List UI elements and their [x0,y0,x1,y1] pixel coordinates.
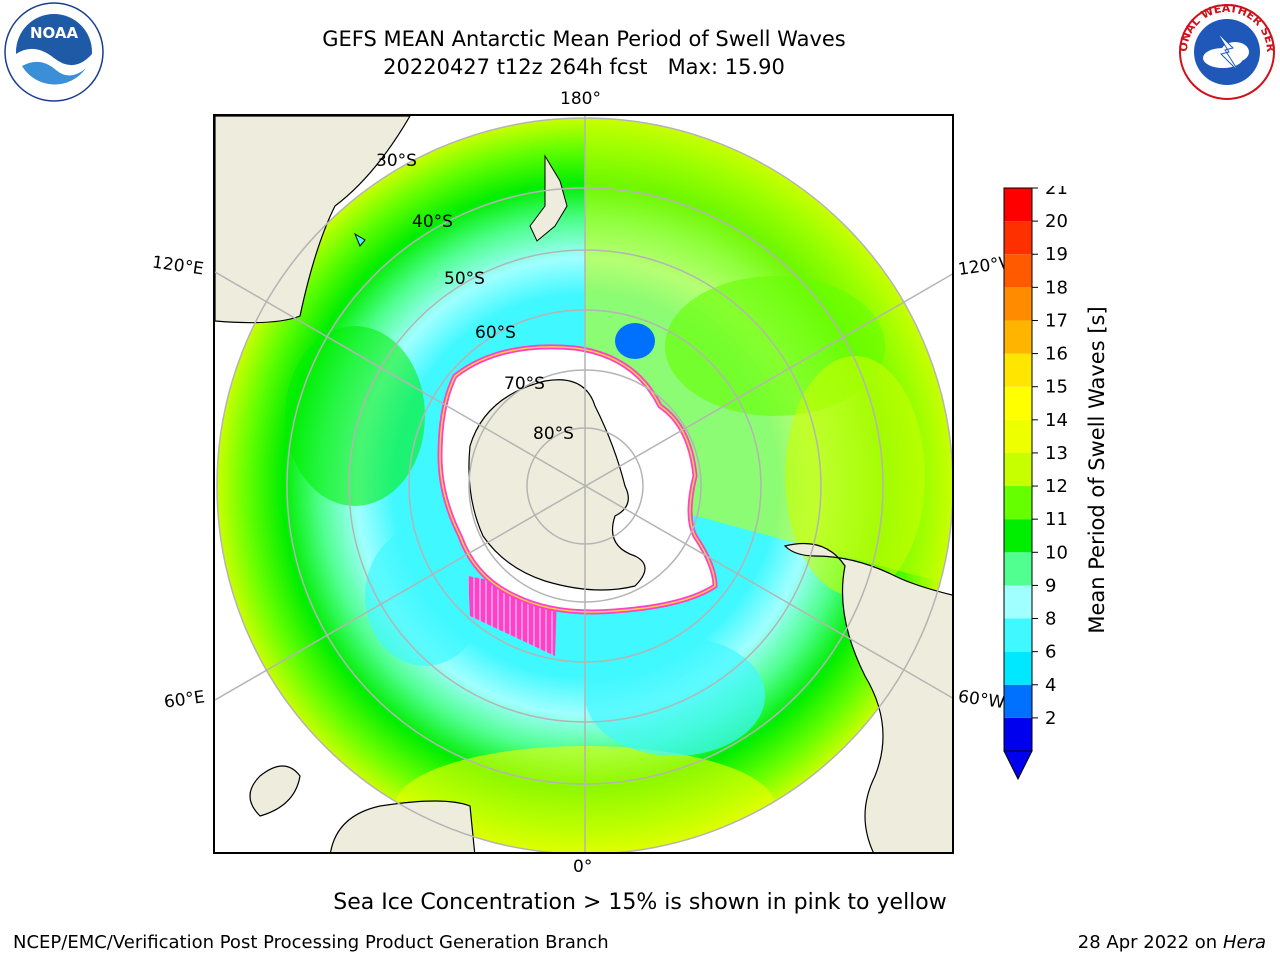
colorbar-band [1004,684,1032,718]
colorbar-tick-label: 9 [1045,575,1056,596]
colorbar-tick-label: 4 [1045,675,1056,696]
lat-label-70s: 70°S [504,374,545,394]
lat-label-80s: 80°S [533,424,574,444]
colorbar-band [1004,651,1032,685]
footer-host: Hera [1222,932,1266,953]
colorbar-ticks: 21 20 19 18 17 16 15 14 13 12 11 10 9 8 6 4 2 [1032,186,1068,729]
polar-map [215,116,952,852]
colorbar-outline [1003,187,1033,752]
colorbar-tick-label: 12 [1045,476,1068,497]
colorbar-tick-label: 20 [1045,211,1068,232]
footer-date-text: 28 Apr 2022 on [1077,932,1223,953]
colorbar-tick-label: 13 [1045,443,1068,464]
lat-label-60s: 60°S [475,323,516,343]
lat-label-40s: 40°S [412,212,453,232]
colorbar-band [1004,353,1032,387]
colorbar-band [1004,188,1032,222]
map-subtitle: 20220427 t12z 264h fcst Max: 15.90 [383,55,785,79]
map-title: GEFS MEAN Antarctic Mean Period of Swell… [322,27,846,51]
colorbar-extend-arrow [1003,750,1033,781]
colorbar-title: Mean Period of Swell Waves [s] [1085,306,1109,634]
land-masses [215,116,952,852]
lon-label-60e: 60°E [162,687,207,713]
noaa-logo-text: NOAA [30,24,79,42]
sea-ice-note: Sea Ice Concentration > 15% is shown in … [333,890,947,915]
colorbar-band [1004,386,1032,420]
footer-credit: NCEP/EMC/Verification Post Processing Pr… [13,932,609,953]
colorbar-tick-label: 6 [1045,642,1056,663]
colorbar-tick-label: 16 [1045,344,1068,365]
colorbar-band [1004,419,1032,453]
colorbar-band [1004,717,1032,751]
antarctica [437,344,718,615]
lon-label-0: 0° [573,857,593,877]
colorbar-tick-label: 10 [1045,542,1068,563]
colorbar-tick-label: 2 [1045,708,1056,729]
national-weather-service-logo-icon: NATIONAL WEATHER SERVICE [1177,2,1277,100]
graticule [215,116,952,852]
colorbar-band [1004,585,1032,619]
colorbar-band [1004,486,1032,520]
colorbar-band [1004,320,1032,354]
colorbar-band [1004,552,1032,586]
colorbar-tick-label: 19 [1045,244,1068,265]
colorbar-tick-label: 17 [1045,310,1068,331]
noaa-logo-icon: NOAA [4,2,104,102]
lat-label-50s: 50°S [444,269,485,289]
colorbar-band [1004,287,1032,321]
colorbar-tick-label: 18 [1045,277,1068,298]
colorbar: 21 20 19 18 17 16 15 14 13 12 11 10 9 8 6 4 2 [1003,186,1068,781]
colorbar-band [1004,519,1032,553]
lon-label-120e: 120°E [150,252,205,280]
colorbar-tick-label: 8 [1045,609,1056,630]
lon-label-180: 180° [560,89,601,109]
colorbar-tick-label: 14 [1045,410,1068,431]
colorbar-band [1004,452,1032,487]
map-panel [213,114,954,854]
colorbar-tick-label: 15 [1045,377,1068,398]
colorbar-band [1004,618,1032,652]
colorbar-band [1004,254,1032,288]
colorbar-tick-label: 11 [1045,509,1068,530]
colorbar-tick-label: 21 [1045,186,1068,199]
footer-date: 28 Apr 2022 on Hera [1078,932,1266,953]
colorbar-bands [1003,187,1033,781]
lat-label-30s: 30°S [376,151,417,171]
colorbar-band [1004,221,1032,255]
